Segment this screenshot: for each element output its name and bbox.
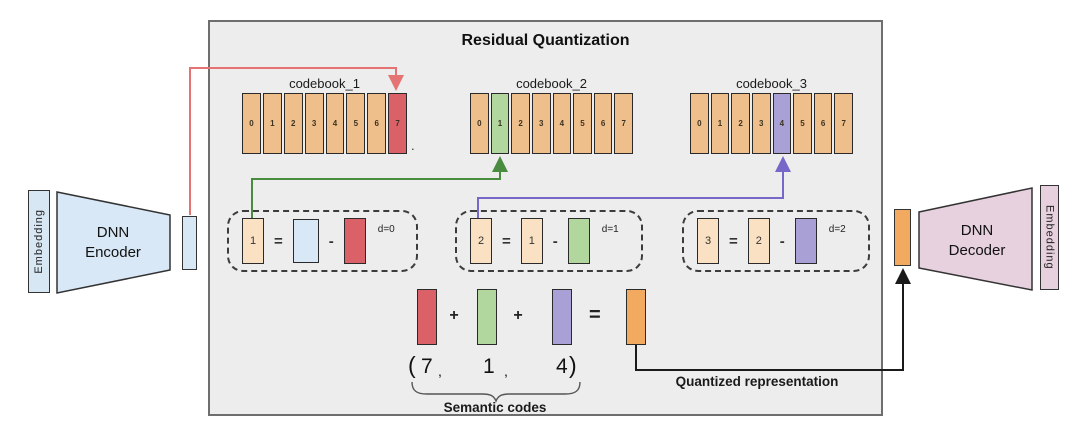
codebook-cell-4: 4 <box>552 93 572 154</box>
residual-3-value: 3 <box>704 235 712 247</box>
codebook-cell-2: 2 <box>731 93 750 154</box>
residual-2-bar-ref: 2 <box>747 218 770 264</box>
page-title: Residual Quantization <box>461 32 630 49</box>
codebook-cell-6: 6 <box>813 93 833 154</box>
semantic-codes-label: Semantic codes <box>443 400 547 415</box>
residual-step-2-box: 2 = 1 - d=1 <box>455 210 643 272</box>
codebook-cell-0: 0 <box>690 93 709 154</box>
decoder-input-bar <box>894 209 911 266</box>
equals-sign: = <box>729 232 738 250</box>
minus-sign: - <box>328 232 334 250</box>
open-paren: ( <box>408 352 416 378</box>
codeword-purple-bar <box>794 218 817 264</box>
residual-1-bar-ref: 1 <box>520 218 543 264</box>
codebook-cell-1: 1 <box>710 93 730 154</box>
codebook-cell-0: 0 <box>242 93 261 154</box>
minuend-value: 2 <box>755 235 762 247</box>
residual-3-bar: 3 <box>697 218 719 264</box>
quantized-representation-label: Quantized representation <box>675 374 839 389</box>
residual-1-bar: 1 <box>242 218 264 264</box>
depth-label: d=1 <box>601 224 619 235</box>
codeword-green-bar <box>567 218 590 264</box>
codebook-cell-1: 1 <box>490 93 510 154</box>
decoder-embedding-label: Embedding <box>1043 205 1056 270</box>
minuend-value: 1 <box>528 235 535 247</box>
encoder-output-bar <box>182 216 197 270</box>
codebook-cell-3: 3 <box>531 93 551 154</box>
equals-sign: = <box>274 232 283 250</box>
codebook-cell-7: 7 <box>614 93 633 154</box>
decoder-label: DNN Decoder <box>948 222 1006 259</box>
stray-dot: . <box>411 138 415 153</box>
semantic-code-2: 1 <box>483 355 495 378</box>
codebook-cell-3: 3 <box>751 93 771 154</box>
sum-red-bar <box>417 289 437 345</box>
codebook-cell-7: 7 <box>834 93 853 154</box>
residual-step-1-box: 1 = - d=0 <box>227 210 418 272</box>
minus-sign: - <box>779 232 785 250</box>
codebook-cell-6: 6 <box>593 93 613 154</box>
codebook-2-label: codebook_2 <box>516 76 587 91</box>
codebook-cell-7: 7 <box>388 93 407 154</box>
codebook-1-label: codebook_1 <box>289 76 360 91</box>
plus-sign: + <box>449 307 459 324</box>
codebook-cell-0: 0 <box>470 93 489 154</box>
codebook-cell-5: 5 <box>346 93 366 154</box>
codebook-cell-3: 3 <box>304 93 324 154</box>
codebook-cell-2: 2 <box>283 93 303 154</box>
close-paren: ) <box>569 352 577 378</box>
decoder-embedding-box: Embedding <box>1040 185 1059 290</box>
codebook-cell-6: 6 <box>367 93 387 154</box>
codebook-cell-5: 5 <box>573 93 592 154</box>
comma: , <box>438 363 442 379</box>
residual-2-bar: 2 <box>470 218 492 264</box>
equals-sign: = <box>502 232 511 250</box>
equals-sign: = <box>589 304 601 326</box>
residual-step-3-box: 3 = 2 - d=2 <box>682 210 870 272</box>
depth-label: d=2 <box>828 224 846 235</box>
semantic-code-1: 7 <box>421 355 433 378</box>
residual-2-value: 2 <box>477 235 485 247</box>
codeword-red-bar <box>343 218 366 264</box>
depth-label: d=0 <box>377 224 395 235</box>
codebook-cell-2: 2 <box>511 93 530 154</box>
residual-1-value: 1 <box>249 235 257 247</box>
comma: , <box>504 363 508 379</box>
embedding-vector-bar <box>292 219 319 263</box>
codebook-cell-4: 4 <box>325 93 345 154</box>
semantic-code-3: 4 <box>556 355 568 378</box>
plus-sign: + <box>513 307 523 324</box>
sum-green-bar <box>477 289 497 345</box>
codebook-cell-1: 1 <box>262 93 282 154</box>
codebook-3-label: codebook_3 <box>736 76 807 91</box>
minus-sign: - <box>552 232 558 250</box>
codebook-cell-5: 5 <box>793 93 812 154</box>
sum-purple-bar <box>552 289 572 345</box>
encoder-embedding-box: Embedding <box>28 190 50 293</box>
encoder-embedding-label: Embedding <box>33 209 45 274</box>
codebook-cell-4: 4 <box>772 93 792 154</box>
encoder-label: DNN Encoder <box>85 224 141 261</box>
quantized-representation-bar <box>626 289 646 345</box>
